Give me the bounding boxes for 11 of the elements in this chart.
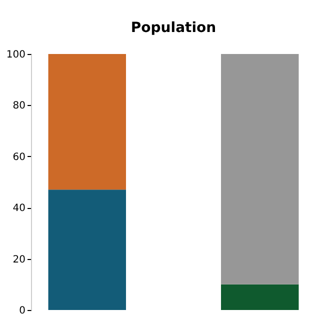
bar (221, 284, 299, 310)
y-tick-label: 100 (6, 50, 26, 60)
bar (221, 54, 299, 284)
y-tick-label: 60 (12, 152, 26, 163)
y-tick-label: 80 (12, 100, 26, 112)
y-tick-label: 40 (12, 203, 26, 214)
bar (48, 54, 126, 190)
y-tick-label: 20 (12, 254, 26, 266)
y-tick-label: 0 (19, 306, 26, 316)
chart-title: Population (130, 20, 216, 36)
bar (48, 190, 126, 310)
